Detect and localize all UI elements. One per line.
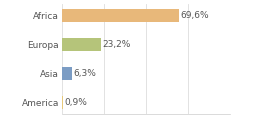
Bar xyxy=(62,9,179,22)
Text: 6,3%: 6,3% xyxy=(74,69,97,78)
Bar xyxy=(62,96,63,109)
Bar xyxy=(62,67,72,80)
Text: 23,2%: 23,2% xyxy=(102,40,131,49)
Text: 69,6%: 69,6% xyxy=(180,11,209,20)
Text: 0,9%: 0,9% xyxy=(65,98,88,107)
Bar xyxy=(62,38,101,51)
